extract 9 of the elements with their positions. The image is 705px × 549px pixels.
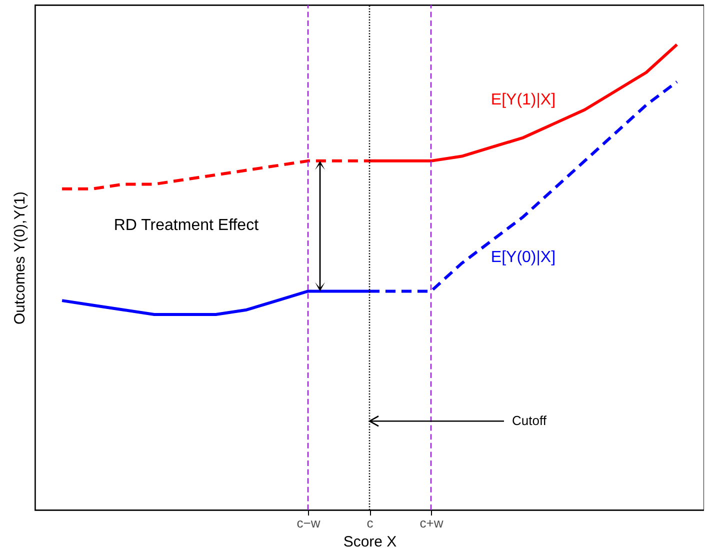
x-axis-title: Score X [343, 534, 397, 549]
x-tick-label: c−w [296, 516, 321, 530]
x-tick-label: c+w [420, 516, 444, 530]
y-axis-title: Outcomes Y(0),Y(1) [12, 191, 28, 325]
x-tick-label: c [366, 516, 374, 530]
annotation: Cutoff [512, 413, 547, 428]
annotation: RD Treatment Effect [114, 217, 260, 234]
series-label: E[Y(1)|X] [490, 92, 556, 109]
text: E[Y(0)|X] [490, 248, 556, 266]
